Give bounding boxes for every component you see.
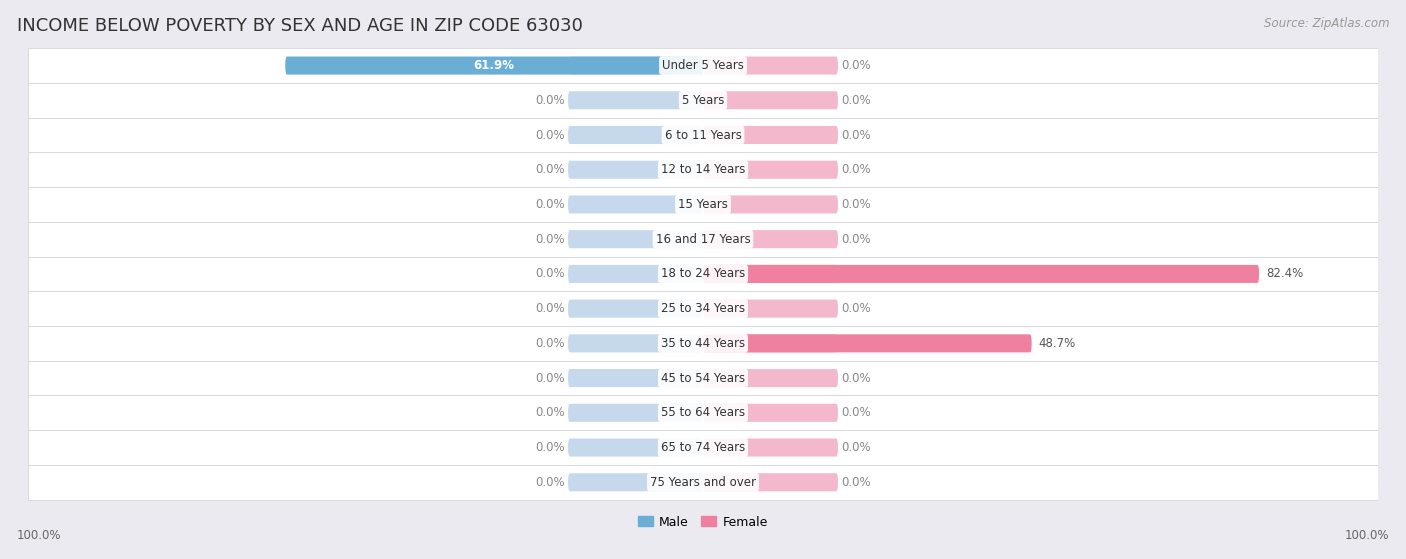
FancyBboxPatch shape [28, 291, 1378, 326]
Text: 0.0%: 0.0% [841, 94, 870, 107]
FancyBboxPatch shape [568, 404, 703, 422]
Text: 0.0%: 0.0% [841, 441, 870, 454]
FancyBboxPatch shape [703, 438, 838, 457]
Text: 45 to 54 Years: 45 to 54 Years [661, 372, 745, 385]
FancyBboxPatch shape [703, 369, 838, 387]
FancyBboxPatch shape [703, 334, 838, 352]
Text: 0.0%: 0.0% [536, 163, 565, 176]
FancyBboxPatch shape [568, 91, 703, 110]
Text: 0.0%: 0.0% [536, 129, 565, 141]
Text: 0.0%: 0.0% [841, 372, 870, 385]
FancyBboxPatch shape [285, 56, 703, 74]
Text: 0.0%: 0.0% [536, 233, 565, 246]
FancyBboxPatch shape [703, 230, 838, 248]
Text: 0.0%: 0.0% [536, 476, 565, 489]
FancyBboxPatch shape [568, 334, 703, 352]
Text: 65 to 74 Years: 65 to 74 Years [661, 441, 745, 454]
FancyBboxPatch shape [568, 438, 703, 457]
Legend: Male, Female: Male, Female [633, 510, 773, 533]
Text: 35 to 44 Years: 35 to 44 Years [661, 337, 745, 350]
FancyBboxPatch shape [703, 160, 838, 179]
Text: 0.0%: 0.0% [841, 476, 870, 489]
Text: 0.0%: 0.0% [841, 233, 870, 246]
FancyBboxPatch shape [28, 395, 1378, 430]
FancyBboxPatch shape [703, 265, 1260, 283]
Text: 61.9%: 61.9% [474, 59, 515, 72]
FancyBboxPatch shape [703, 265, 838, 283]
FancyBboxPatch shape [568, 160, 703, 179]
Text: 16 and 17 Years: 16 and 17 Years [655, 233, 751, 246]
FancyBboxPatch shape [28, 48, 1378, 83]
Text: 55 to 64 Years: 55 to 64 Years [661, 406, 745, 419]
Text: 0.0%: 0.0% [841, 198, 870, 211]
FancyBboxPatch shape [28, 465, 1378, 500]
FancyBboxPatch shape [568, 473, 703, 491]
FancyBboxPatch shape [568, 230, 703, 248]
FancyBboxPatch shape [703, 300, 838, 318]
Text: 75 Years and over: 75 Years and over [650, 476, 756, 489]
FancyBboxPatch shape [568, 196, 703, 214]
Text: 100.0%: 100.0% [1344, 529, 1389, 542]
Text: 0.0%: 0.0% [536, 267, 565, 281]
FancyBboxPatch shape [28, 83, 1378, 117]
FancyBboxPatch shape [28, 257, 1378, 291]
FancyBboxPatch shape [28, 187, 1378, 222]
FancyBboxPatch shape [703, 196, 838, 214]
Text: 82.4%: 82.4% [1265, 267, 1303, 281]
FancyBboxPatch shape [28, 117, 1378, 153]
Text: 0.0%: 0.0% [841, 406, 870, 419]
FancyBboxPatch shape [703, 126, 838, 144]
Text: 0.0%: 0.0% [536, 441, 565, 454]
Text: 100.0%: 100.0% [17, 529, 62, 542]
Text: 0.0%: 0.0% [536, 302, 565, 315]
Text: 0.0%: 0.0% [841, 59, 870, 72]
FancyBboxPatch shape [28, 222, 1378, 257]
Text: 6 to 11 Years: 6 to 11 Years [665, 129, 741, 141]
FancyBboxPatch shape [568, 300, 703, 318]
FancyBboxPatch shape [28, 326, 1378, 361]
Text: Under 5 Years: Under 5 Years [662, 59, 744, 72]
Text: 15 Years: 15 Years [678, 198, 728, 211]
FancyBboxPatch shape [28, 153, 1378, 187]
FancyBboxPatch shape [28, 361, 1378, 395]
Text: 0.0%: 0.0% [841, 129, 870, 141]
Text: 48.7%: 48.7% [1039, 337, 1076, 350]
FancyBboxPatch shape [703, 473, 838, 491]
FancyBboxPatch shape [703, 404, 838, 422]
FancyBboxPatch shape [568, 369, 703, 387]
Text: 0.0%: 0.0% [841, 302, 870, 315]
FancyBboxPatch shape [703, 334, 1032, 352]
Text: 0.0%: 0.0% [841, 163, 870, 176]
FancyBboxPatch shape [703, 56, 838, 74]
Text: 0.0%: 0.0% [536, 198, 565, 211]
FancyBboxPatch shape [568, 265, 703, 283]
Text: 0.0%: 0.0% [536, 94, 565, 107]
Text: 0.0%: 0.0% [536, 406, 565, 419]
FancyBboxPatch shape [703, 91, 838, 110]
Text: INCOME BELOW POVERTY BY SEX AND AGE IN ZIP CODE 63030: INCOME BELOW POVERTY BY SEX AND AGE IN Z… [17, 17, 582, 35]
FancyBboxPatch shape [568, 126, 703, 144]
Text: 12 to 14 Years: 12 to 14 Years [661, 163, 745, 176]
FancyBboxPatch shape [28, 430, 1378, 465]
Text: Source: ZipAtlas.com: Source: ZipAtlas.com [1264, 17, 1389, 30]
Text: 5 Years: 5 Years [682, 94, 724, 107]
FancyBboxPatch shape [568, 56, 703, 74]
Text: 0.0%: 0.0% [536, 337, 565, 350]
Text: 25 to 34 Years: 25 to 34 Years [661, 302, 745, 315]
Text: 18 to 24 Years: 18 to 24 Years [661, 267, 745, 281]
Text: 0.0%: 0.0% [536, 372, 565, 385]
